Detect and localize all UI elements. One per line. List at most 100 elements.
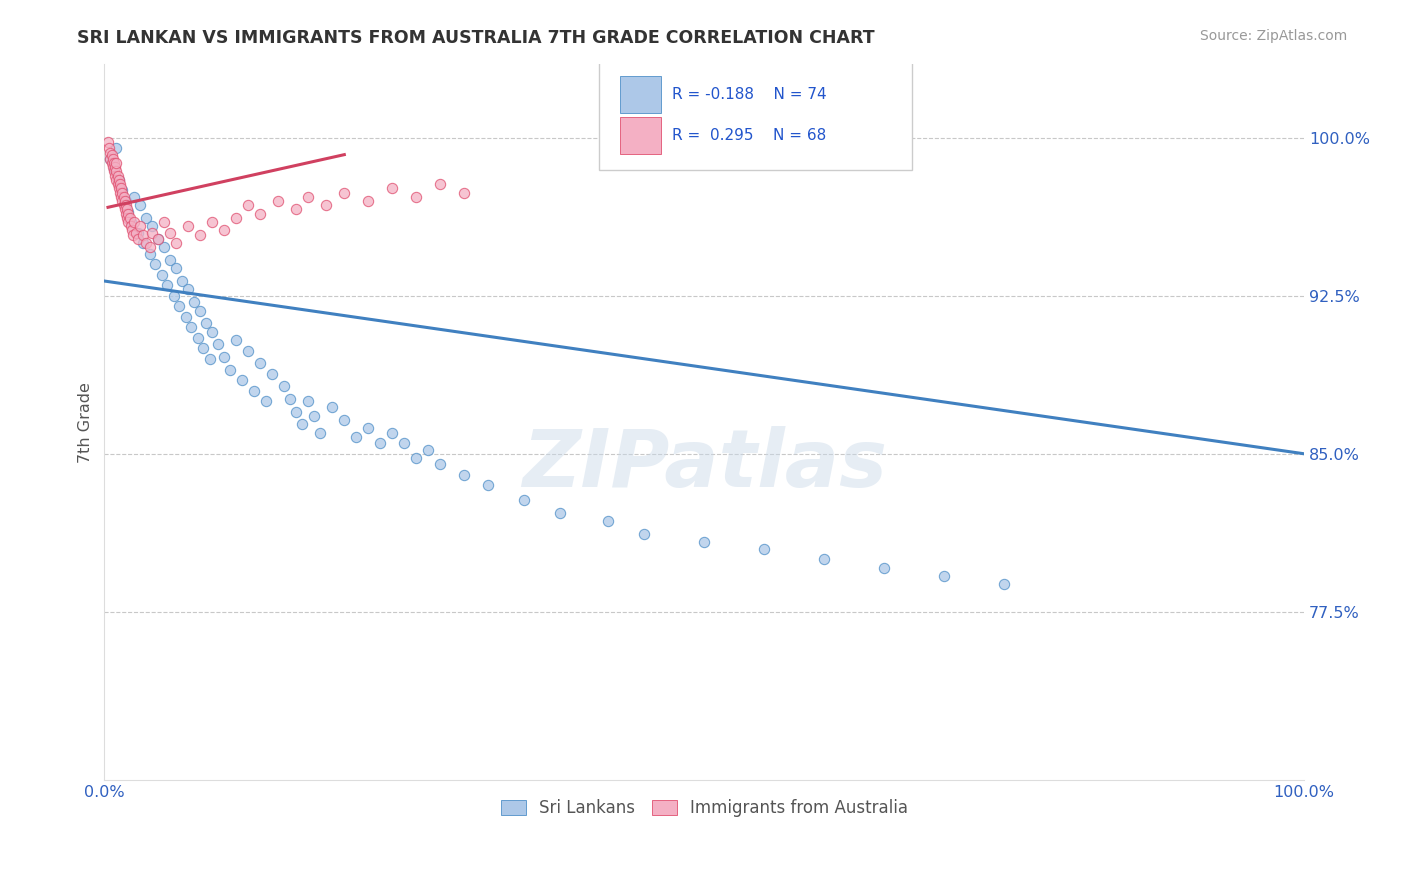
- Point: [429, 458, 451, 472]
- Point: [115, 198, 138, 212]
- Point: [219, 362, 242, 376]
- Point: [132, 236, 155, 251]
- Point: [132, 227, 155, 242]
- Point: [153, 215, 176, 229]
- Point: [129, 219, 152, 234]
- Point: [104, 161, 127, 175]
- Point: [105, 173, 128, 187]
- Point: [117, 206, 139, 220]
- Point: [249, 206, 271, 220]
- Point: [633, 526, 655, 541]
- Point: [309, 425, 332, 440]
- Point: [103, 162, 125, 177]
- Point: [100, 145, 122, 160]
- Point: [124, 226, 146, 240]
- Point: [100, 152, 122, 166]
- Point: [110, 181, 132, 195]
- Point: [115, 194, 138, 208]
- FancyBboxPatch shape: [599, 62, 911, 170]
- Point: [357, 421, 380, 435]
- Point: [291, 417, 314, 432]
- Point: [100, 152, 122, 166]
- Point: [262, 367, 284, 381]
- Point: [124, 215, 146, 229]
- Point: [101, 161, 124, 175]
- Point: [105, 156, 128, 170]
- Point: [180, 320, 202, 334]
- Point: [333, 413, 356, 427]
- Point: [453, 186, 475, 200]
- Point: [159, 226, 181, 240]
- Point: [243, 384, 266, 398]
- Text: Source: ZipAtlas.com: Source: ZipAtlas.com: [1199, 29, 1347, 43]
- Point: [273, 379, 295, 393]
- Point: [201, 325, 224, 339]
- Point: [111, 186, 134, 200]
- Point: [165, 261, 187, 276]
- Point: [429, 177, 451, 191]
- Point: [249, 356, 271, 370]
- Point: [598, 514, 620, 528]
- Point: [98, 141, 121, 155]
- Point: [107, 181, 129, 195]
- Point: [477, 478, 499, 492]
- Point: [177, 219, 200, 234]
- Point: [121, 223, 143, 237]
- Point: [163, 289, 186, 303]
- Point: [548, 506, 571, 520]
- Point: [285, 404, 308, 418]
- Point: [873, 560, 896, 574]
- Point: [993, 577, 1015, 591]
- Point: [381, 181, 404, 195]
- Point: [191, 342, 214, 356]
- Point: [107, 173, 129, 187]
- Point: [118, 211, 141, 225]
- Text: R =  0.295    N = 68: R = 0.295 N = 68: [672, 128, 827, 144]
- Point: [418, 442, 440, 457]
- Point: [225, 333, 247, 347]
- Point: [108, 177, 131, 191]
- Point: [188, 303, 211, 318]
- Point: [304, 409, 326, 423]
- Point: [187, 331, 209, 345]
- Point: [368, 436, 391, 450]
- Point: [231, 373, 253, 387]
- Point: [100, 147, 122, 161]
- Point: [111, 184, 134, 198]
- Point: [110, 190, 132, 204]
- Point: [114, 202, 136, 217]
- Point: [127, 226, 149, 240]
- Point: [115, 202, 138, 217]
- Point: [115, 211, 138, 225]
- Point: [135, 236, 157, 251]
- Text: SRI LANKAN VS IMMIGRANTS FROM AUSTRALIA 7TH GRADE CORRELATION CHART: SRI LANKAN VS IMMIGRANTS FROM AUSTRALIA …: [77, 29, 875, 46]
- Point: [124, 190, 146, 204]
- Point: [254, 394, 277, 409]
- Point: [238, 198, 260, 212]
- Point: [107, 177, 129, 191]
- Point: [108, 186, 131, 200]
- Point: [97, 135, 120, 149]
- Point: [159, 252, 181, 267]
- Point: [139, 246, 162, 260]
- Point: [267, 194, 290, 208]
- Y-axis label: 7th Grade: 7th Grade: [79, 382, 93, 463]
- Point: [114, 194, 136, 208]
- Point: [278, 392, 301, 406]
- Point: [156, 278, 179, 293]
- Point: [207, 337, 229, 351]
- Point: [112, 190, 135, 204]
- Point: [285, 202, 308, 217]
- Point: [934, 569, 956, 583]
- Point: [120, 219, 142, 234]
- Point: [117, 204, 139, 219]
- Point: [150, 268, 173, 282]
- Point: [165, 236, 187, 251]
- Point: [117, 215, 139, 229]
- Point: [195, 316, 218, 330]
- Point: [394, 436, 416, 450]
- Point: [143, 257, 166, 271]
- Point: [139, 240, 162, 254]
- FancyBboxPatch shape: [620, 76, 661, 113]
- Point: [129, 198, 152, 212]
